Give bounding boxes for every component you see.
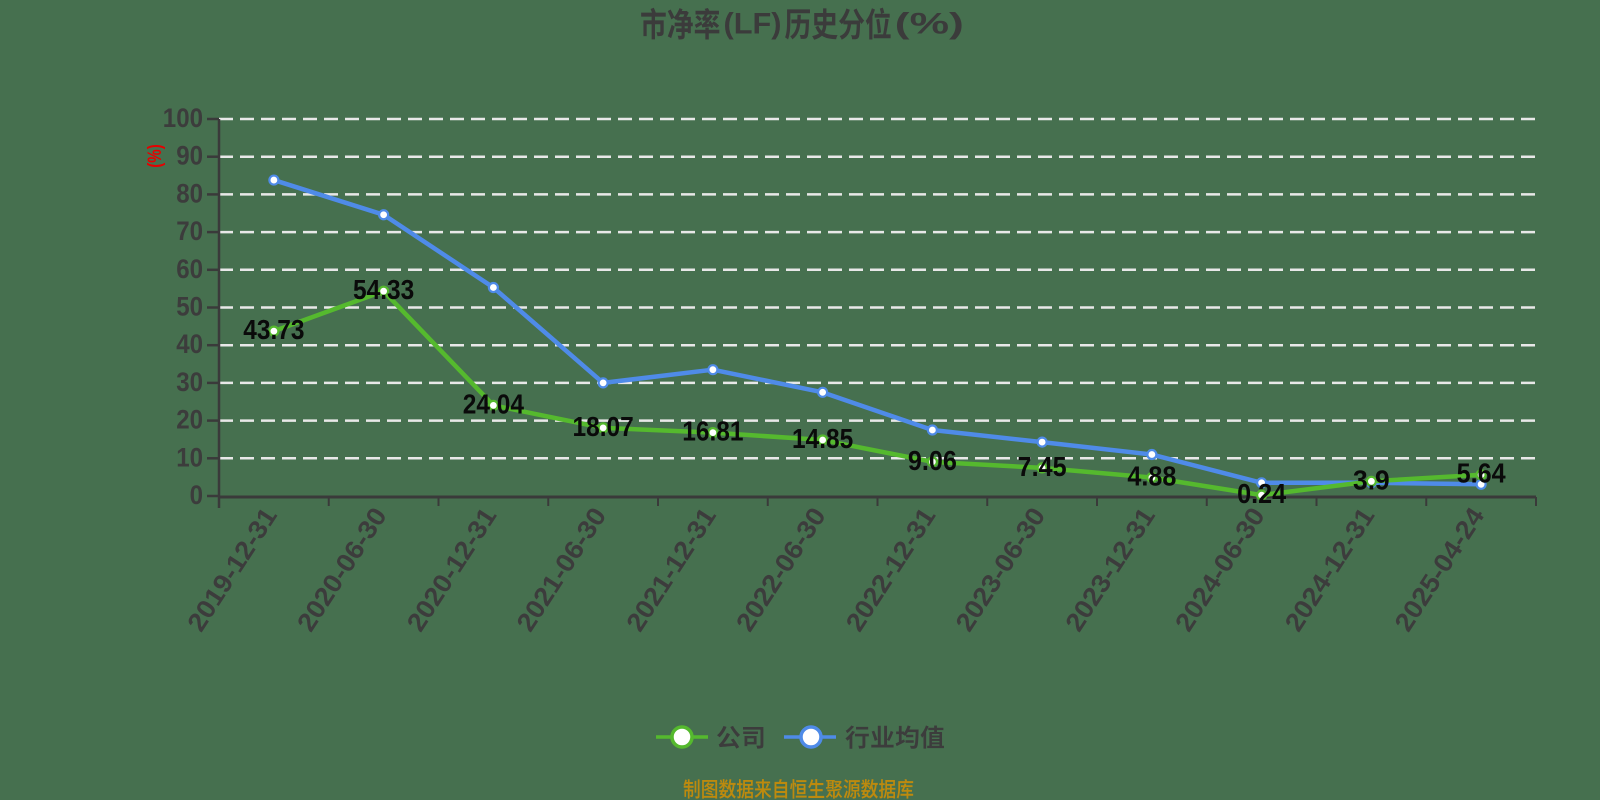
svg-text:70: 70	[176, 216, 203, 246]
svg-text:10: 10	[176, 442, 203, 472]
svg-text:4.88: 4.88	[1127, 461, 1176, 492]
svg-text:(%): (%)	[895, 8, 964, 41]
svg-text:(%): (%)	[145, 144, 166, 168]
svg-text:2025-04-24: 2025-04-24	[1388, 501, 1490, 636]
svg-text:18.07: 18.07	[573, 411, 634, 442]
svg-text:5.64: 5.64	[1457, 458, 1506, 489]
svg-text:16.81: 16.81	[682, 416, 743, 447]
svg-text:0: 0	[190, 480, 203, 510]
svg-text:2024-12-31: 2024-12-31	[1278, 502, 1380, 637]
svg-text:2024-06-30: 2024-06-30	[1169, 502, 1271, 637]
svg-text:90: 90	[176, 141, 203, 171]
svg-text:14.85: 14.85	[792, 423, 853, 454]
svg-text:2020-06-30: 2020-06-30	[291, 502, 393, 637]
svg-text:30: 30	[176, 367, 203, 397]
svg-text:9.06: 9.06	[908, 445, 957, 476]
svg-text:2023-06-30: 2023-06-30	[949, 502, 1051, 637]
svg-text:43.73: 43.73	[243, 314, 304, 345]
svg-text:50: 50	[176, 292, 203, 322]
svg-text:2019-12-31: 2019-12-31	[181, 502, 283, 637]
svg-text:24.04: 24.04	[463, 388, 525, 419]
svg-text:2021-12-31: 2021-12-31	[620, 502, 722, 637]
svg-text:2020-12-31: 2020-12-31	[400, 502, 502, 637]
svg-text:0.24: 0.24	[1237, 478, 1286, 509]
svg-text:40: 40	[176, 329, 203, 359]
svg-text:80: 80	[176, 178, 203, 208]
svg-text:(LF): (LF)	[723, 8, 781, 41]
svg-text:2023-12-31: 2023-12-31	[1059, 502, 1161, 637]
svg-text:60: 60	[176, 254, 203, 284]
svg-text:2022-06-30: 2022-06-30	[730, 502, 832, 637]
svg-text:2022-12-31: 2022-12-31	[839, 502, 941, 637]
svg-text:3.9: 3.9	[1353, 464, 1390, 495]
svg-text:2021-06-30: 2021-06-30	[510, 502, 612, 637]
svg-text:100: 100	[163, 103, 203, 133]
svg-text:54.33: 54.33	[353, 274, 414, 305]
svg-text:7.45: 7.45	[1018, 451, 1067, 482]
svg-text:20: 20	[176, 405, 203, 435]
